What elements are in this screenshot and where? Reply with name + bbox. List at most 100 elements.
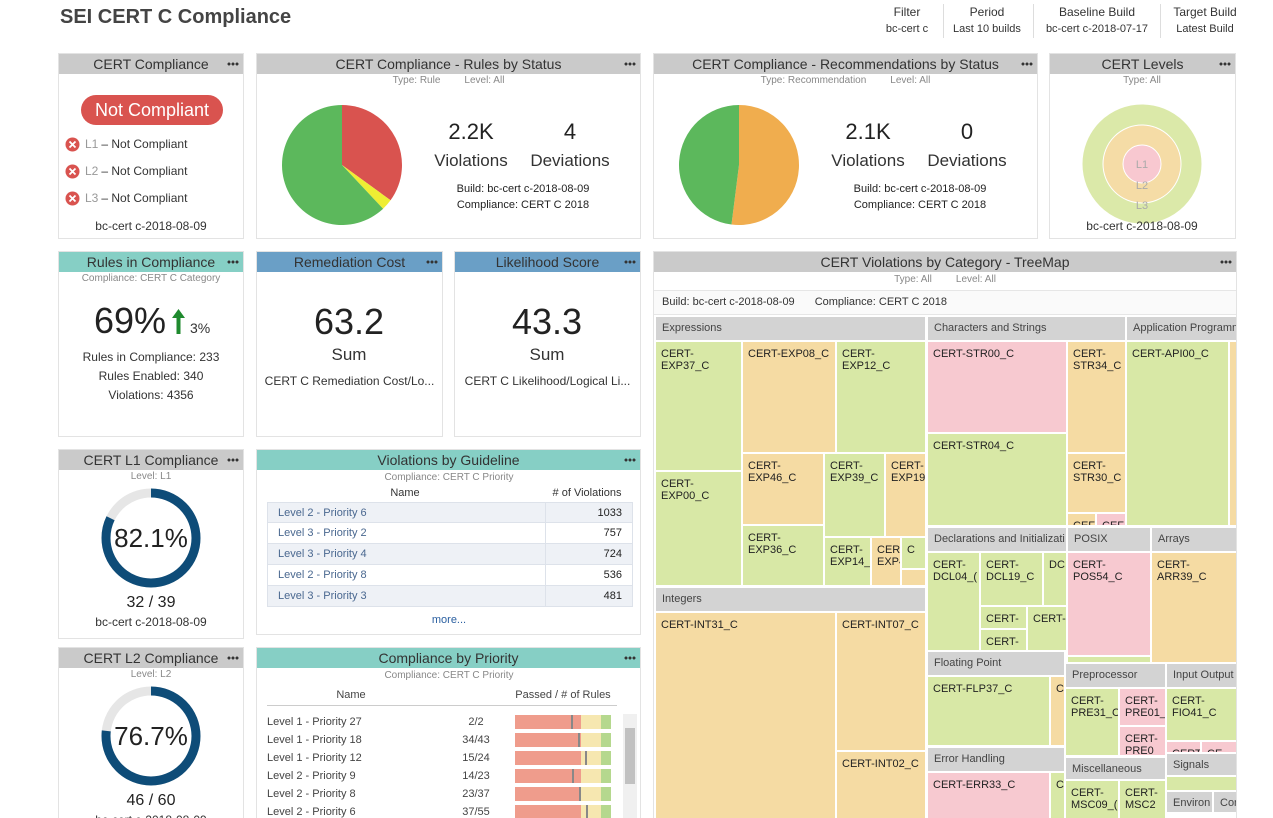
metric-value: 43.3 xyxy=(511,301,583,342)
pie-slice xyxy=(342,105,402,201)
table-row: Level 3 - Priority 2 757 xyxy=(267,523,633,544)
group-header: Declarations and Initializati xyxy=(927,527,1067,552)
treemap-cell[interactable]: CERT-EXP14_ xyxy=(824,537,871,586)
treemap-cell[interactable]: CERT- xyxy=(980,606,1027,629)
menu-icon[interactable] xyxy=(624,458,636,462)
treemap-cell[interactable]: C xyxy=(1050,772,1065,818)
menu-icon[interactable] xyxy=(426,260,438,264)
treemap-cell[interactable] xyxy=(1166,776,1236,791)
level-state: – Not Compliant xyxy=(101,137,188,151)
treemap-cell[interactable]: CERT-PRE31_C xyxy=(1065,688,1119,756)
menu-icon[interactable] xyxy=(227,656,239,660)
treemap-cell[interactable] xyxy=(1067,656,1151,663)
pie-slice xyxy=(678,105,739,225)
treemap-cell[interactable]: CERT-MSC2 xyxy=(1119,780,1166,818)
bar-pass xyxy=(601,751,611,765)
more-link[interactable]: more... xyxy=(431,614,467,626)
treemap-cell[interactable]: CEF xyxy=(1067,513,1096,526)
treemap-cell[interactable]: CERT-STR30_C xyxy=(1067,453,1126,513)
scroll-thumb[interactable] xyxy=(625,728,635,784)
treemap-cell[interactable]: CERT-PRE0 xyxy=(1119,726,1166,756)
treemap-cell[interactable]: CERT-STR04_C xyxy=(927,433,1067,526)
subtitle-row: Type: Rule Level: All xyxy=(257,75,640,87)
treemap-cell[interactable]: CERT-MSC09_( xyxy=(1065,780,1119,818)
treemap-cell[interactable]: CERT-FLP37_C xyxy=(927,676,1050,746)
treemap-cell[interactable]: CERT-EXP08_C xyxy=(742,341,836,453)
treemap-cell[interactable]: C xyxy=(901,537,926,569)
treemap-cell[interactable]: CEF xyxy=(1096,513,1126,526)
treemap-cell[interactable]: CERT-EXP4 xyxy=(871,537,901,586)
level-filter: Level: All xyxy=(955,274,996,285)
rules-compliance-panel: Rules in Compliance Compliance: CERT C Ca… xyxy=(58,251,244,437)
treemap-cell[interactable]: CERT-EXP36_C xyxy=(742,525,824,586)
treemap-cell[interactable]: CERT- xyxy=(980,629,1027,651)
group-header: Application Programm xyxy=(1126,316,1236,341)
treemap-cell[interactable]: CERT-API00_C xyxy=(1126,341,1229,526)
cell-label: CERT-DCL19_C xyxy=(986,559,1035,583)
treemap-cell[interactable]: CERT-PRE01_ xyxy=(1119,688,1166,726)
treemap-cell[interactable]: CERT-STR00_C xyxy=(927,341,1067,433)
treemap-cell[interactable]: C xyxy=(1050,676,1065,746)
graphic xyxy=(282,105,402,225)
filter-value: Last 10 builds xyxy=(953,23,1021,35)
ratio-label: 32 / 39 xyxy=(126,594,176,611)
cell-label: CERT-PRE0 xyxy=(1125,733,1158,756)
treemap-cell[interactable]: CERT-POS54_C xyxy=(1067,552,1151,656)
treemap-cell[interactable]: DC xyxy=(1043,552,1067,606)
treemap-cell[interactable]: CERT-ERR33_C xyxy=(927,772,1050,818)
page-title: SEI CERT C Compliance xyxy=(60,6,292,28)
level-filter: Level: All xyxy=(890,75,931,86)
metric-caption: CERT C Likelihood/Logical Li... xyxy=(464,374,631,388)
table-row: Level 3 - Priority 3 481 xyxy=(267,586,633,607)
treemap-cell[interactable] xyxy=(901,569,926,586)
row-ratio: 15/24 xyxy=(462,752,490,764)
filter-label: Period xyxy=(969,5,1005,19)
treemap-cell[interactable]: CERT-EXP37_C xyxy=(655,341,742,471)
panel-header: CERT L1 Compliance xyxy=(59,450,243,470)
panel-header: Rules in Compliance xyxy=(59,252,243,272)
row-ratio: 34/43 xyxy=(462,734,490,746)
menu-icon[interactable] xyxy=(227,458,239,462)
treemap-cell[interactable]: CERT-FIO41_C xyxy=(1166,688,1236,741)
menu-icon[interactable] xyxy=(624,260,636,264)
cell-label: CERT-EXP00_C xyxy=(661,478,710,502)
group-header: Preprocessor xyxy=(1065,663,1166,688)
menu-icon[interactable] xyxy=(1220,260,1232,264)
status-bar xyxy=(515,751,611,765)
treemap-cell[interactable] xyxy=(1229,341,1236,526)
treemap-cell[interactable]: CERT-INT07_C xyxy=(836,612,926,751)
bar-marker xyxy=(571,715,573,729)
menu-icon[interactable] xyxy=(1219,62,1231,66)
menu-icon[interactable] xyxy=(624,656,636,660)
treemap-cell[interactable]: CERT-DCL04_( xyxy=(927,552,980,651)
treemap-cell[interactable]: CERT-STR34_C xyxy=(1067,341,1126,453)
menu-icon[interactable] xyxy=(1021,62,1033,66)
treemap-cell[interactable]: CERT-EXP46_C xyxy=(742,453,824,525)
treemap-cell[interactable]: CERT- xyxy=(1166,741,1201,753)
treemap-cell[interactable]: CERT-DCL19_C xyxy=(980,552,1043,606)
cell-label: CERT-DCL04_( xyxy=(933,559,978,583)
column-header: Name xyxy=(336,689,366,701)
treemap-cell[interactable]: CERT-INT02_C xyxy=(836,751,926,818)
filter-value: bc-cert c-2018-07-17 xyxy=(1045,23,1149,35)
treemap-cell[interactable]: CERT- xyxy=(1027,606,1067,651)
remediation-panel: Remediation Cost 63.2 Sum CERT C Remediatio… xyxy=(256,251,443,437)
treemap-cell[interactable]: CERT-EXP12_C xyxy=(836,341,926,453)
cell-label: C xyxy=(1056,779,1064,791)
treemap-cell[interactable]: CERT-INT31_C xyxy=(655,612,836,818)
menu-icon[interactable] xyxy=(227,260,239,264)
treemap-cell[interactable]: CERT-EXP39_C xyxy=(824,453,885,537)
panel-header: Violations by Guideline xyxy=(257,450,640,470)
cell-label: CERT-INT02_C xyxy=(842,758,919,770)
menu-icon[interactable] xyxy=(227,62,239,66)
row-name: Level 2 - Priority 8 xyxy=(278,569,367,581)
panel-title: CERT Compliance - Rules by Status xyxy=(335,56,562,72)
treemap-cell[interactable]: CERT-ARR39_C xyxy=(1151,552,1236,663)
treemap-cell[interactable]: CERT-EXP19 xyxy=(885,453,926,537)
group-header: POSIX xyxy=(1067,527,1151,552)
treemap-cell[interactable]: CE xyxy=(1201,741,1236,753)
cell-label: CERT-EXP12_C xyxy=(842,348,891,372)
menu-icon[interactable] xyxy=(624,62,636,66)
row-ratio: 23/37 xyxy=(462,788,490,800)
treemap-cell[interactable]: CERT-EXP00_C xyxy=(655,471,742,586)
